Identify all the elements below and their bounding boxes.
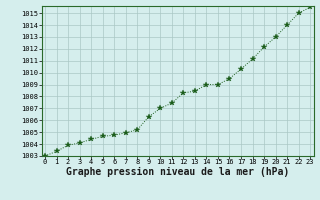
- X-axis label: Graphe pression niveau de la mer (hPa): Graphe pression niveau de la mer (hPa): [66, 167, 289, 177]
